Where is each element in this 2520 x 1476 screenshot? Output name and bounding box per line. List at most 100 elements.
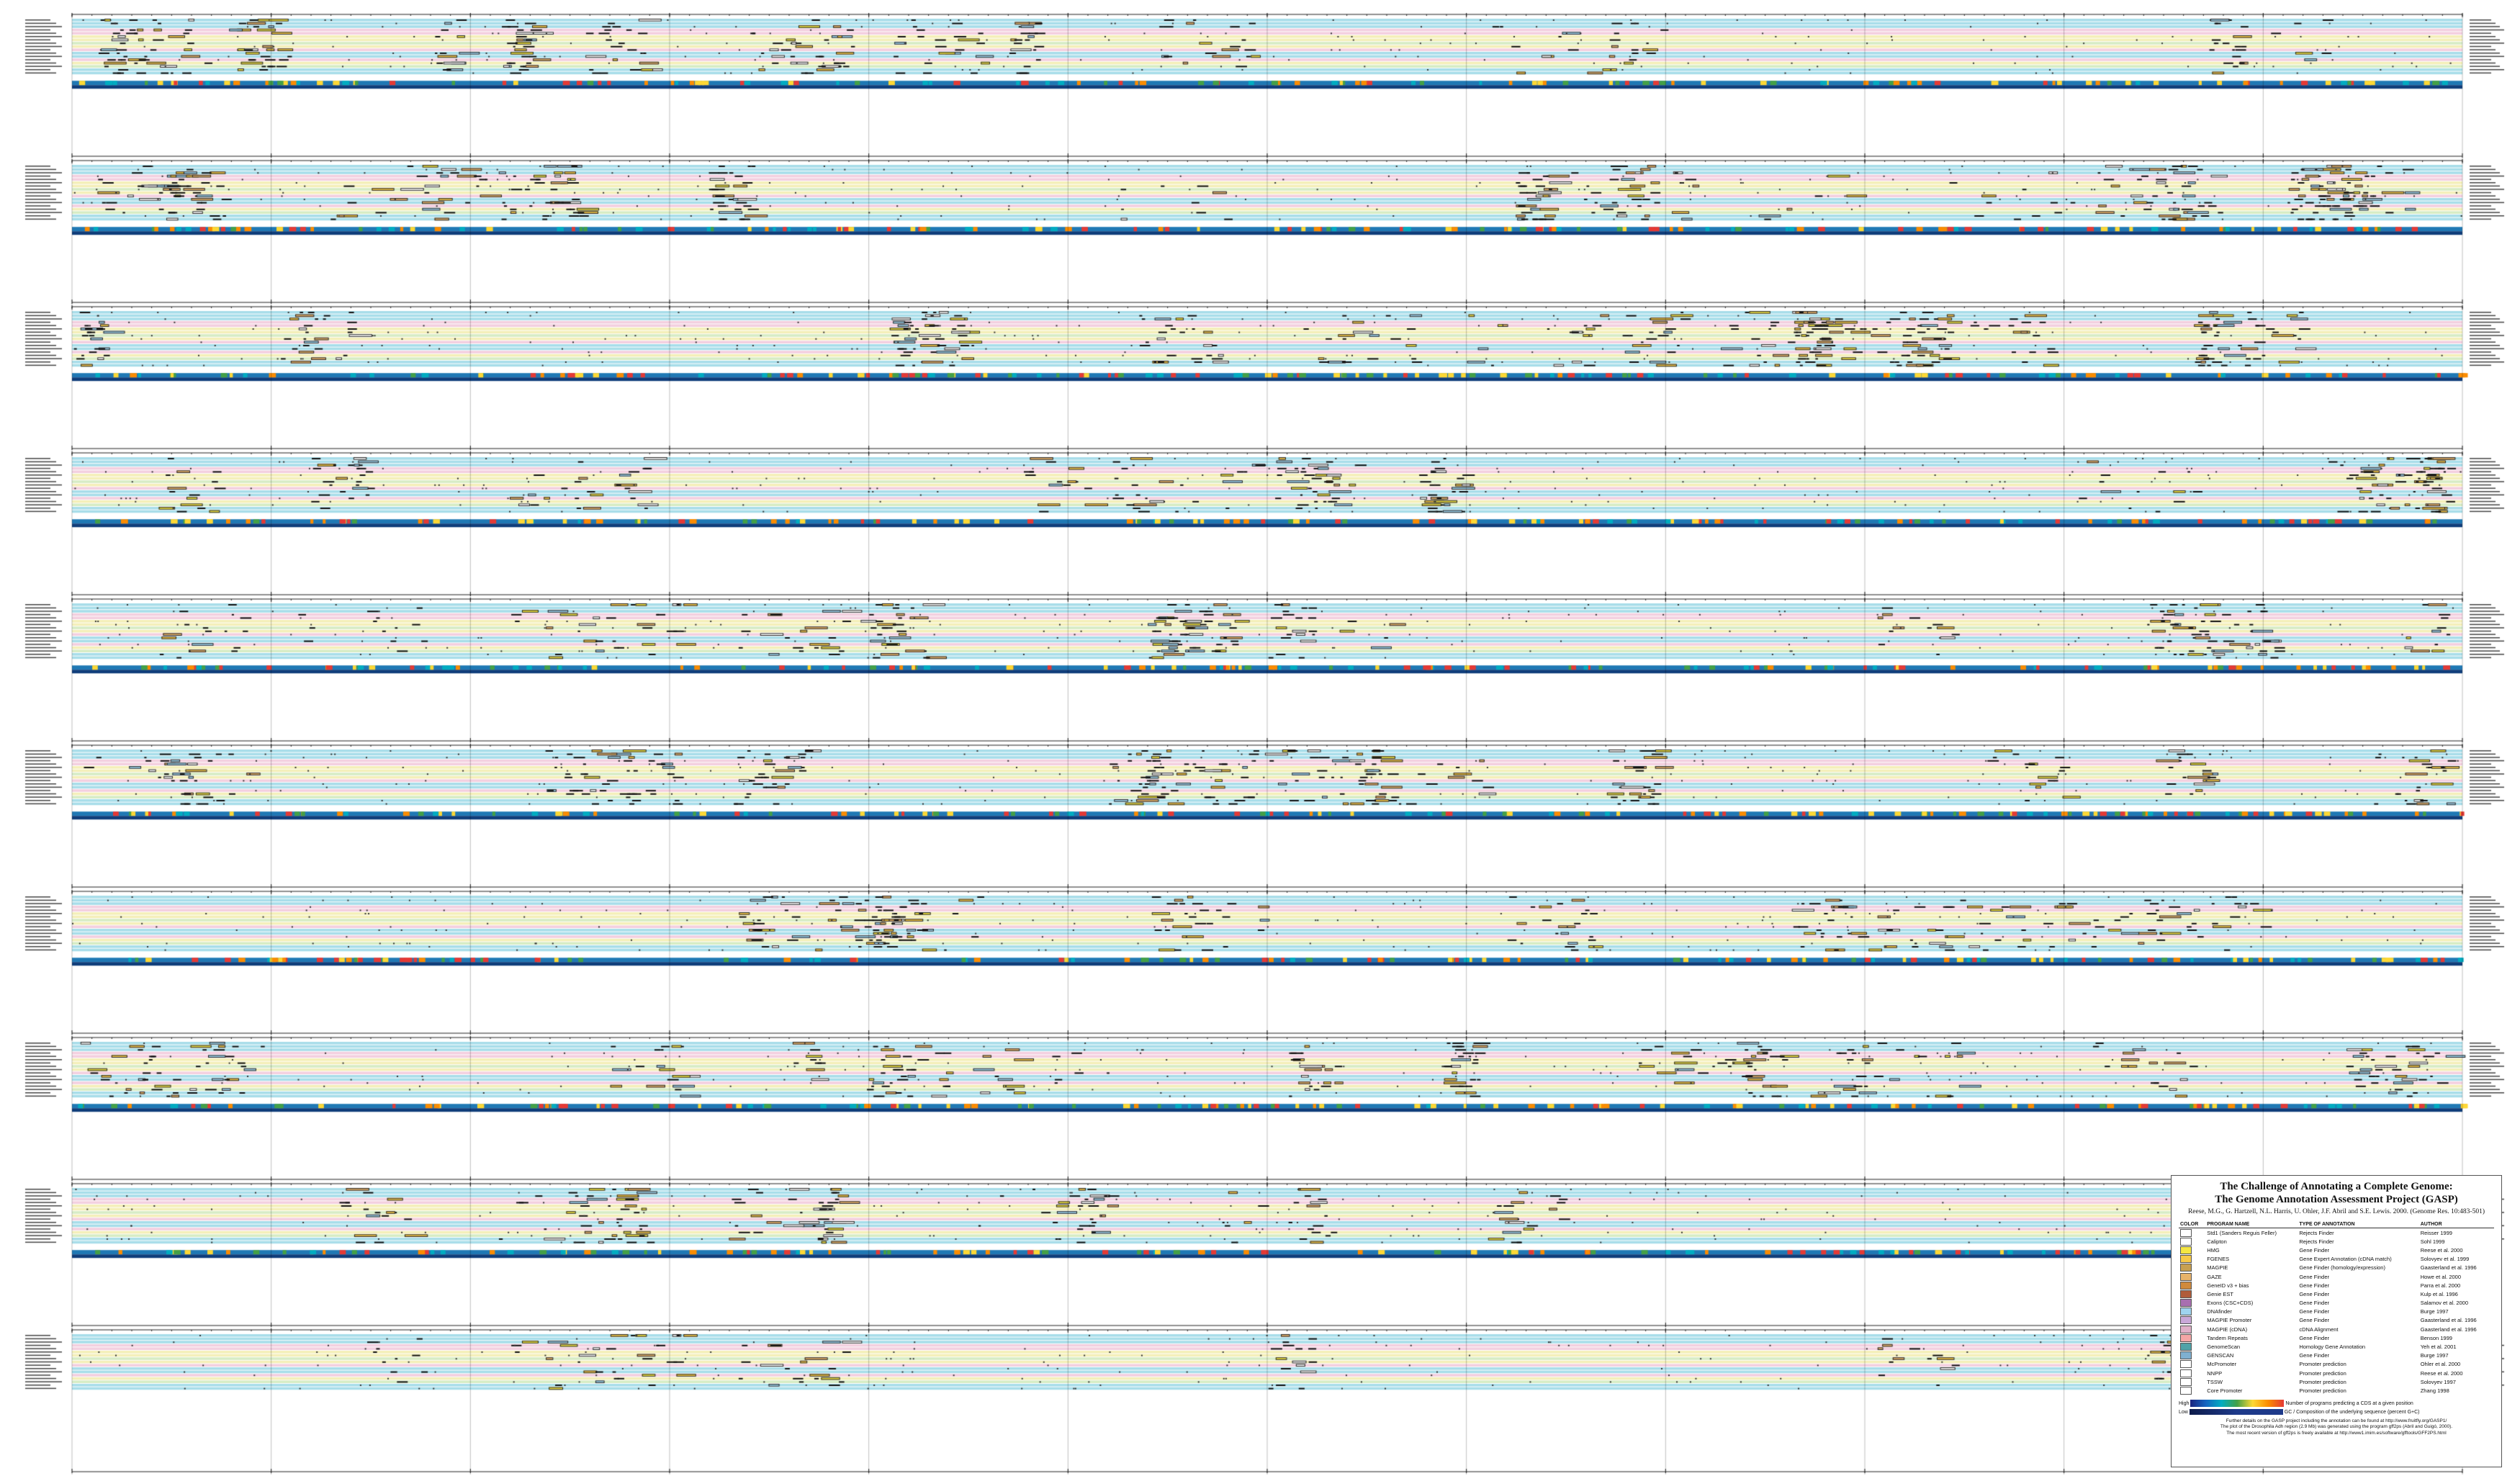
legend-swatch: [2180, 1255, 2192, 1264]
footnote-line-2: The plot of the Drosophila Adh region (2…: [2220, 1424, 2453, 1430]
legend-type: Gene Finder: [2299, 1300, 2330, 1307]
legend-program: TSSW: [2207, 1378, 2223, 1385]
scale-low-text: GC / Composition of the underlying seque…: [2284, 1409, 2420, 1415]
legend-type: Gene Finder: [2299, 1290, 2330, 1297]
legend-type: Gene Finder: [2299, 1282, 2330, 1289]
legend-program: MAGPIE: [2207, 1264, 2228, 1272]
scale-low-label: Low: [2179, 1409, 2188, 1415]
legend-author: Yeh et al. 2001: [2420, 1344, 2457, 1351]
legend-author: Gaasterland et al. 1996: [2420, 1326, 2477, 1333]
legend-swatch: [2180, 1290, 2192, 1298]
legend-swatch: [2180, 1308, 2192, 1316]
legend-author: Benson 1999: [2420, 1334, 2452, 1341]
legend-swatch: [2180, 1316, 2192, 1325]
scale-gradient-bar: [2190, 1399, 2285, 1407]
legend-row: MAGPIE Gene Finder (homology/expression) G…: [2179, 1264, 2494, 1272]
legend-author: Parra et al. 2000: [2420, 1282, 2461, 1289]
legend-type: cDNA Alignment: [2299, 1326, 2339, 1333]
legend-type: Rejects Finder: [2299, 1229, 2334, 1236]
legend-author: Gaasterland et al. 1996: [2420, 1264, 2477, 1272]
legend-program: FGENES: [2207, 1256, 2230, 1263]
legend-program: GENSCAN: [2207, 1352, 2234, 1359]
legend-type: Promoter prediction: [2299, 1378, 2346, 1385]
legend-type: Gene Finder: [2299, 1334, 2330, 1341]
legend-program: GAZE: [2207, 1273, 2222, 1280]
legend-author: Zhang 1998: [2420, 1387, 2449, 1394]
legend-title-line2: The Genome Annotation Assessment Project…: [2215, 1194, 2458, 1205]
legend-row: Calipton Rejects Finder Sohl 1999: [2179, 1237, 2494, 1246]
legend-author: Ohler et al. 2000: [2420, 1361, 2461, 1368]
legend-swatch: [2180, 1325, 2192, 1333]
legend-row: HMG Gene Finder Reese et al. 2000: [2179, 1246, 2494, 1254]
legend-row: GENSCAN Gene Finder Burge 1997: [2179, 1351, 2494, 1360]
legend-row: GenomeScan Homology Gene Annotation Yeh et…: [2179, 1342, 2494, 1351]
scale-dark-bar: [2189, 1408, 2283, 1415]
legend-swatch: [2180, 1343, 2192, 1351]
legend-row: Core Promoter Promoter prediction Zhang 19…: [2179, 1386, 2494, 1395]
legend-swatch: [2180, 1246, 2192, 1254]
legend-table: COLOR PROGRAM NAME TYPE OF ANNOTATION AUTHO…: [2179, 1221, 2494, 1395]
legend-author: Kulp et al. 1996: [2420, 1290, 2458, 1297]
legend-swatch: [2180, 1299, 2192, 1308]
legend-swatch: [2180, 1351, 2192, 1360]
legend-scale: High Number of programs predicting a CDS…: [2179, 1399, 2494, 1415]
legend-row: FGENES Gene Expert Annotation (cDNA match…: [2179, 1255, 2494, 1264]
legend-author: Burge 1997: [2420, 1352, 2449, 1359]
legend-type: Gene Finder: [2299, 1273, 2330, 1280]
legend-header-2: TYPE OF ANNOTATION: [2298, 1221, 2419, 1228]
legend-program: Exons (CSC+CDS): [2207, 1300, 2254, 1307]
legend-row: Exons (CSC+CDS) Gene Finder Salamov et al.…: [2179, 1299, 2494, 1308]
legend-program: DNAfinder: [2207, 1308, 2232, 1315]
legend-row: NNPP Promoter prediction Reese et al. 2000: [2179, 1369, 2494, 1377]
legend-swatch: [2180, 1377, 2192, 1386]
legend-author: Reisser 1999: [2420, 1229, 2452, 1236]
legend-type: Homology Gene Annotation: [2299, 1344, 2366, 1351]
legend-author: Sohl 1999: [2420, 1238, 2445, 1245]
legend-type: Promoter prediction: [2299, 1361, 2346, 1368]
legend-citation: Reese, M.G., G. Hartzell, N.L. Harris, U…: [2187, 1208, 2485, 1215]
legend-type: Promoter prediction: [2299, 1387, 2346, 1394]
legend-program: NNPP: [2207, 1369, 2223, 1377]
legend-swatch: [2180, 1333, 2192, 1342]
legend-program: GenomeScan: [2207, 1344, 2241, 1351]
legend-author: Howe et al. 2000: [2420, 1273, 2462, 1280]
legend-swatch: [2180, 1281, 2192, 1290]
legend-type: Gene Finder: [2299, 1352, 2330, 1359]
legend-author: Reese et al. 2000: [2420, 1246, 2463, 1254]
legend-program: McPromoter: [2207, 1361, 2237, 1368]
legend-program: Std1 (Sanders Reguis Feller): [2207, 1229, 2277, 1236]
legend-type: Gene Finder: [2299, 1246, 2330, 1254]
legend-type: Gene Expert Annotation (cDNA match): [2299, 1256, 2392, 1263]
legend-row: TSSW Promoter prediction Solovyev 1997: [2179, 1377, 2494, 1386]
legend-swatch: [2180, 1272, 2192, 1281]
legend-type: Gene Finder: [2299, 1317, 2330, 1324]
legend-panel: The Challenge of Annotating a Complete G…: [2171, 1175, 2502, 1467]
legend-row: GeneID v3 + bias Gene Finder Parra et al. …: [2179, 1281, 2494, 1290]
legend-swatch: [2180, 1228, 2192, 1237]
legend-type: Promoter prediction: [2299, 1369, 2346, 1377]
legend-swatch: [2180, 1360, 2192, 1369]
legend-header-1: PROGRAM NAME: [2205, 1221, 2298, 1228]
legend-author: Burge 1997: [2420, 1308, 2449, 1315]
legend-program: Core Promoter: [2207, 1387, 2243, 1394]
scale-high-text: Number of programs predicting a CDS at a…: [2285, 1400, 2413, 1406]
legend-row: Std1 (Sanders Reguis Feller) Rejects Find…: [2179, 1228, 2494, 1238]
footnote-line-3: The most recent version of gff2ps is fre…: [2226, 1430, 2447, 1436]
legend-swatch: [2180, 1264, 2192, 1272]
legend-type: Gene Finder: [2299, 1308, 2330, 1315]
legend-type: Gene Finder (homology/expression): [2299, 1264, 2385, 1272]
legend-program: Genie EST: [2207, 1290, 2233, 1297]
legend-program: GeneID v3 + bias: [2207, 1282, 2249, 1289]
legend-author: Gaasterland et al. 1996: [2420, 1317, 2477, 1324]
legend-swatch: [2180, 1369, 2192, 1377]
legend-program: HMG: [2207, 1246, 2220, 1254]
legend-program: MAGPIE (cDNA): [2207, 1326, 2248, 1333]
legend-type: Rejects Finder: [2299, 1238, 2334, 1245]
legend-author: Solovyev 1997: [2420, 1378, 2456, 1385]
legend-row: DNAfinder Gene Finder Burge 1997: [2179, 1308, 2494, 1316]
legend-swatch: [2180, 1237, 2192, 1246]
legend-program: Calipton: [2207, 1238, 2227, 1245]
scale-high-label: High: [2179, 1400, 2190, 1406]
legend-author: Salamov et al. 2000: [2420, 1300, 2469, 1307]
